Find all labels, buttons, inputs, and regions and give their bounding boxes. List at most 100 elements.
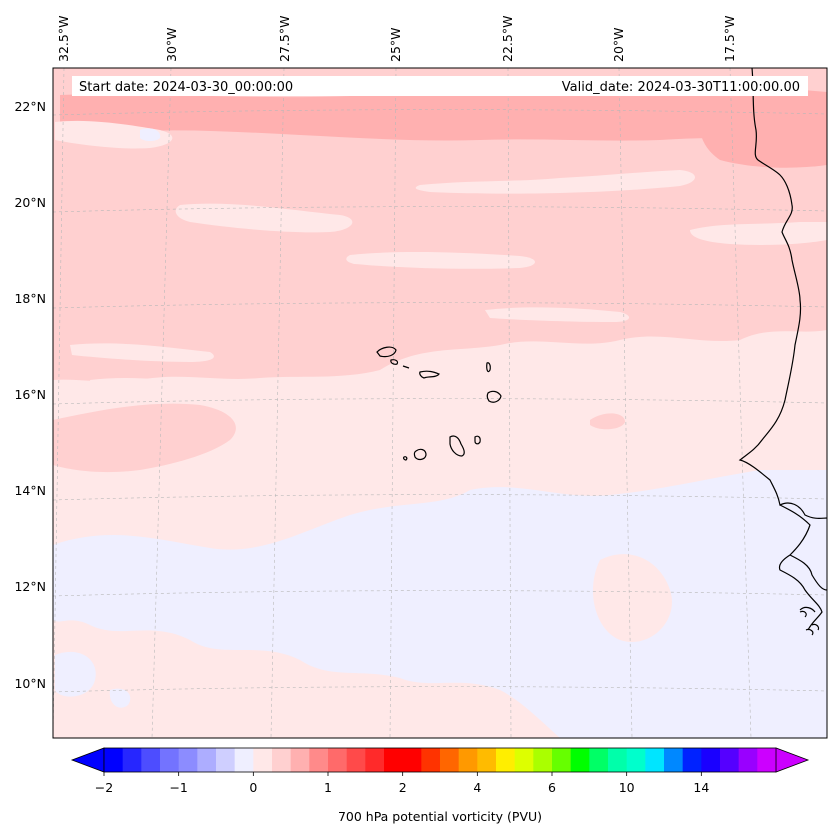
colorbar: −2 −1 0 1 2 4 6 10 14 700 hPa potential vorticit… bbox=[70, 747, 810, 824]
colorbar-cell bbox=[664, 748, 684, 772]
lon-label-20w: 20°W bbox=[611, 27, 626, 62]
gridline-14n bbox=[53, 494, 827, 501]
coastlines bbox=[376, 68, 827, 636]
colorbar-cell bbox=[589, 748, 609, 772]
colorbar-tick-label: 0 bbox=[249, 780, 257, 795]
info-box bbox=[72, 76, 808, 96]
colorbar-cell bbox=[458, 748, 478, 772]
pv-patch-pink-south bbox=[592, 554, 672, 642]
gridline-30w bbox=[151, 68, 172, 738]
colorbar-cell bbox=[309, 748, 329, 772]
colorbar-cell bbox=[216, 748, 236, 772]
pv-streak-very-light-pink-7 bbox=[70, 343, 214, 362]
colorbar-cell bbox=[328, 748, 348, 772]
map-frame bbox=[52, 67, 828, 739]
pv-streak-very-light-pink-5 bbox=[485, 307, 630, 322]
lon-label-22-5w: 22.5°W bbox=[500, 16, 515, 62]
island-santa-luzia bbox=[402, 365, 410, 369]
gridline-10n bbox=[53, 686, 827, 693]
lat-label-20n: 20°N bbox=[14, 195, 46, 210]
colorbar-cell bbox=[570, 748, 590, 772]
island-maio bbox=[474, 435, 481, 445]
lon-label-32-5w: 32.5°W bbox=[56, 16, 71, 62]
colorbar-cell bbox=[477, 748, 497, 772]
pv-streak-pink-north bbox=[60, 84, 827, 141]
island-santo-antao bbox=[376, 346, 397, 358]
pv-streak-very-light-pink-2 bbox=[175, 203, 353, 233]
colorbar-ticks: −2 −1 0 1 2 4 6 10 14 bbox=[95, 772, 709, 795]
pv-band-light-pink bbox=[53, 68, 827, 382]
lon-label-17-5w: 17.5°W bbox=[722, 16, 737, 62]
colorbar-tick-label: 14 bbox=[693, 780, 709, 795]
island-sao-nicolau bbox=[419, 370, 440, 379]
pv-streak-very-light-pink-3 bbox=[415, 170, 695, 194]
island-bijagos bbox=[799, 610, 820, 636]
island-sao-vicente bbox=[390, 359, 399, 365]
colorbar-cell bbox=[738, 748, 758, 772]
colorbar-cell bbox=[496, 748, 516, 772]
pv-streak-very-light-pink-6 bbox=[690, 222, 827, 245]
colorbar-cell bbox=[421, 748, 441, 772]
gridline-27-5w bbox=[270, 68, 285, 738]
gridline-25w bbox=[389, 68, 397, 738]
colorbar-tick-label: −1 bbox=[169, 780, 187, 795]
colorbar-cell bbox=[608, 748, 628, 772]
pv-streak-very-light-pink-4 bbox=[346, 252, 535, 269]
colorbar-tick-label: 4 bbox=[473, 780, 481, 795]
colorbar-cell bbox=[402, 748, 422, 772]
gridline-32-5w bbox=[53, 68, 65, 738]
island-sal bbox=[486, 362, 491, 373]
colorbar-cell bbox=[757, 748, 777, 772]
gridline-17-5w bbox=[729, 68, 752, 738]
colorbar-extend-high bbox=[775, 747, 810, 773]
colorbar-cell bbox=[645, 748, 665, 772]
colorbar-tick-label: 6 bbox=[548, 780, 556, 795]
colorbar-cell bbox=[552, 748, 572, 772]
colorbar-cell bbox=[720, 748, 740, 772]
colorbar-cell bbox=[533, 748, 553, 772]
lon-label-27-5w: 27.5°W bbox=[277, 16, 292, 62]
gridline-20w bbox=[618, 68, 633, 738]
pv-streak-pink-east bbox=[699, 114, 827, 168]
colorbar-cell bbox=[346, 748, 366, 772]
gridline-16n bbox=[53, 398, 827, 405]
lon-label-30w: 30°W bbox=[164, 27, 179, 62]
colorbar-tick-label: 2 bbox=[399, 780, 407, 795]
colorbar-cell bbox=[701, 748, 721, 772]
pv-patch-blue-west bbox=[55, 651, 96, 697]
lat-label-12n: 12°N bbox=[14, 579, 46, 594]
gridline-18n bbox=[53, 302, 827, 309]
colorbar-cell bbox=[626, 748, 646, 772]
lat-label-14n: 14°N bbox=[14, 483, 46, 498]
gridline-20n bbox=[53, 206, 827, 213]
colorbar-cell bbox=[272, 748, 292, 772]
lat-label-10n: 10°N bbox=[14, 676, 46, 691]
colorbar-tick-label: −2 bbox=[95, 780, 113, 795]
lat-label-18n: 18°N bbox=[14, 291, 46, 306]
island-brava bbox=[403, 456, 408, 461]
pv-streak-very-light-pink-1 bbox=[55, 120, 173, 149]
colorbar-cell bbox=[682, 748, 702, 772]
gridline-12n bbox=[53, 590, 827, 597]
colorbar-cell bbox=[178, 748, 198, 772]
pv-streak-very-light-pink-8 bbox=[90, 377, 231, 402]
valid-date-label: Valid_date: 2024-03-30T11:00:00.00 bbox=[562, 80, 800, 95]
colorbar-tick-label: 1 bbox=[324, 780, 332, 795]
lat-label-16n: 16°N bbox=[14, 387, 46, 402]
colorbar-cell bbox=[253, 748, 273, 772]
colorbar-cell bbox=[160, 748, 180, 772]
start-date-label: Start date: 2024-03-30_00:00:00 bbox=[79, 80, 293, 95]
colorbar-cell bbox=[514, 748, 534, 772]
lat-label-22n: 22°N bbox=[14, 99, 46, 114]
island-santiago bbox=[449, 435, 465, 457]
pv-patch-blue-west-2 bbox=[109, 688, 131, 708]
colorbar-cells bbox=[104, 748, 777, 772]
colorbar-cell bbox=[440, 748, 460, 772]
pv-band-negative bbox=[53, 470, 827, 738]
colorbar-cell bbox=[197, 748, 217, 772]
island-fogo bbox=[413, 448, 427, 461]
lon-label-25w: 25°W bbox=[388, 27, 403, 62]
pv-tongue-light-pink-west bbox=[53, 403, 236, 473]
gridline-22n bbox=[53, 109, 827, 116]
